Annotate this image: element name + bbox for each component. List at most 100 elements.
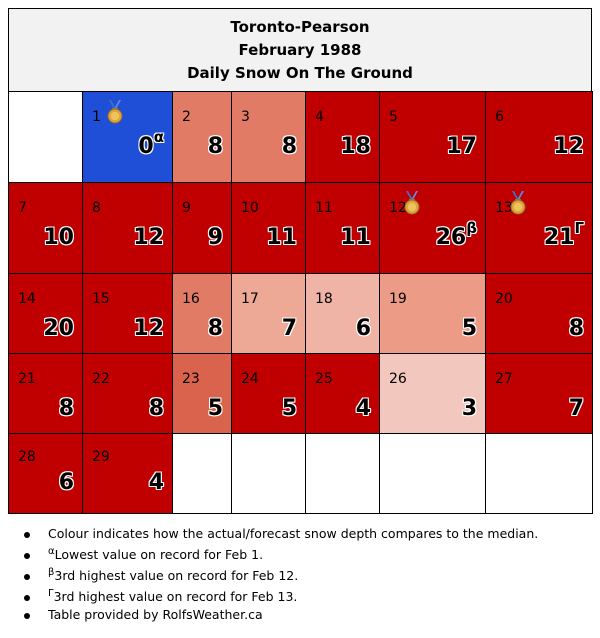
day-number: 20 bbox=[495, 291, 513, 307]
snow-depth-number: 5 bbox=[281, 396, 297, 421]
snow-depth-value: 17 bbox=[446, 134, 477, 159]
footnote-colour: Colour indicates how the actual/forecast… bbox=[18, 526, 538, 547]
month-title: February 1988 bbox=[238, 41, 362, 59]
day-number: 5 bbox=[389, 109, 398, 125]
day-cell: 28 6 bbox=[8, 433, 83, 514]
snow-depth-number: 6 bbox=[58, 470, 74, 495]
snow-depth-number: 7 bbox=[568, 396, 584, 421]
day-cell: 11 11 bbox=[305, 182, 380, 274]
snow-depth-value: 11 bbox=[266, 225, 297, 250]
footnote-text: Table provided by RolfsWeather.ca bbox=[48, 607, 263, 622]
day-number: 25 bbox=[315, 371, 333, 387]
day-number: 23 bbox=[182, 371, 200, 387]
day-cell: 15 12 bbox=[82, 273, 173, 354]
day-number: 27 bbox=[495, 371, 513, 387]
footnote-marker: α bbox=[48, 546, 55, 557]
day-number: 15 bbox=[92, 291, 110, 307]
record-medal-icon bbox=[510, 191, 526, 215]
snow-depth-number: 8 bbox=[207, 316, 223, 341]
footnote-alpha: αLowest value on record for Feb 1. bbox=[18, 546, 538, 568]
station-title: Toronto-Pearson bbox=[230, 18, 370, 36]
snow-depth-value: 4 bbox=[149, 470, 164, 495]
snow-depth-number: 11 bbox=[266, 225, 297, 250]
snow-depth-value: 8 bbox=[208, 316, 223, 341]
day-cell: 24 5 bbox=[231, 353, 306, 434]
snow-depth-number: 26 bbox=[435, 225, 467, 250]
snow-depth-value: 12 bbox=[133, 316, 164, 341]
day-cell: 29 4 bbox=[82, 433, 173, 514]
day-number: 12 bbox=[389, 200, 407, 216]
snow-depth-number: 4 bbox=[148, 470, 164, 495]
day-cell: 22 8 bbox=[82, 353, 173, 434]
snow-depth-value: 8 bbox=[282, 134, 297, 159]
snow-depth-value: 18 bbox=[340, 134, 371, 159]
day-cell: 5 17 bbox=[379, 91, 486, 183]
snow-depth-number: 0 bbox=[138, 134, 154, 159]
day-number: 26 bbox=[389, 371, 407, 387]
day-number: 2 bbox=[182, 109, 191, 125]
day-number: 6 bbox=[495, 109, 504, 125]
day-cell: 10 11 bbox=[231, 182, 306, 274]
snow-depth-number: 5 bbox=[461, 316, 477, 341]
day-number: 4 bbox=[315, 109, 324, 125]
footnote-beta: β3rd highest value on record for Feb 12. bbox=[18, 567, 538, 589]
empty-day-cell bbox=[8, 91, 83, 183]
day-cell: 17 7 bbox=[231, 273, 306, 354]
day-number: 14 bbox=[18, 291, 36, 307]
record-medal-icon bbox=[107, 100, 123, 124]
day-cell: 26 3 bbox=[379, 353, 486, 434]
snow-depth-value: 3 bbox=[462, 396, 477, 421]
empty-day-cell bbox=[172, 433, 232, 514]
day-number: 28 bbox=[18, 449, 36, 465]
snow-depth-number: 8 bbox=[58, 396, 74, 421]
empty-day-cell bbox=[231, 433, 306, 514]
snow-depth-number: 8 bbox=[207, 134, 223, 159]
footnote-text: Lowest value on record for Feb 1. bbox=[54, 547, 264, 562]
day-cell: 21 8 bbox=[8, 353, 83, 434]
day-number: 13 bbox=[495, 200, 513, 216]
empty-day-cell bbox=[305, 433, 380, 514]
snow-depth-value: 10 bbox=[43, 225, 74, 250]
snow-depth-number: 11 bbox=[340, 225, 371, 250]
snow-depth-value: 4 bbox=[356, 396, 371, 421]
record-marker: Γ bbox=[574, 219, 584, 237]
day-number: 17 bbox=[241, 291, 259, 307]
record-medal-icon bbox=[404, 191, 420, 215]
day-number: 3 bbox=[241, 109, 250, 125]
day-cell: 7 10 bbox=[8, 182, 83, 274]
snow-depth-value: 12 bbox=[553, 134, 584, 159]
day-cell: 13 21Γ bbox=[485, 182, 593, 274]
snow-depth-number: 7 bbox=[281, 316, 297, 341]
record-marker: β bbox=[466, 219, 477, 237]
day-cell: 18 6 bbox=[305, 273, 380, 354]
snow-depth-value: 0α bbox=[138, 128, 164, 159]
snow-depth-value: 9 bbox=[208, 225, 223, 250]
snow-depth-number: 10 bbox=[43, 225, 74, 250]
snow-depth-value: 8 bbox=[569, 316, 584, 341]
snow-depth-value: 5 bbox=[208, 396, 223, 421]
day-cell: 12 26β bbox=[379, 182, 486, 274]
day-number: 29 bbox=[92, 449, 110, 465]
empty-day-cell bbox=[379, 433, 486, 514]
snow-depth-number: 8 bbox=[568, 316, 584, 341]
snow-depth-value: 21Γ bbox=[544, 219, 584, 250]
snow-depth-value: 8 bbox=[59, 396, 74, 421]
calendar-week: 21 8 22 8 23 5 24 5 25 4 26 3 27 7 bbox=[8, 353, 593, 434]
snow-depth-number: 8 bbox=[281, 134, 297, 159]
snow-depth-number: 17 bbox=[446, 134, 477, 159]
metric-title: Daily Snow On The Ground bbox=[187, 64, 413, 82]
day-number: 1 bbox=[92, 109, 101, 125]
calendar-week: 1 0α 2 8 3 8 4 18 5 17 6 12 bbox=[8, 91, 593, 183]
calendar-week: 28 6 29 4 bbox=[8, 433, 593, 514]
day-cell: 20 8 bbox=[485, 273, 593, 354]
snow-depth-number: 12 bbox=[133, 316, 164, 341]
footnote-text: 3rd highest value on record for Feb 12. bbox=[54, 568, 299, 583]
day-cell: 16 8 bbox=[172, 273, 232, 354]
calendar-week: 7 10 8 12 9 9 10 11 11 11 12 26β 13 21Γ bbox=[8, 182, 593, 274]
calendar-grid: 1 0α 2 8 3 8 4 18 5 17 6 12 7 10 8 12 9 9 10 11 11 11 12 26β 13 2… bbox=[8, 91, 593, 514]
snow-depth-value: 12 bbox=[133, 225, 164, 250]
day-cell: 27 7 bbox=[485, 353, 593, 434]
day-cell: 1 0α bbox=[82, 91, 173, 183]
day-cell: 6 12 bbox=[485, 91, 593, 183]
